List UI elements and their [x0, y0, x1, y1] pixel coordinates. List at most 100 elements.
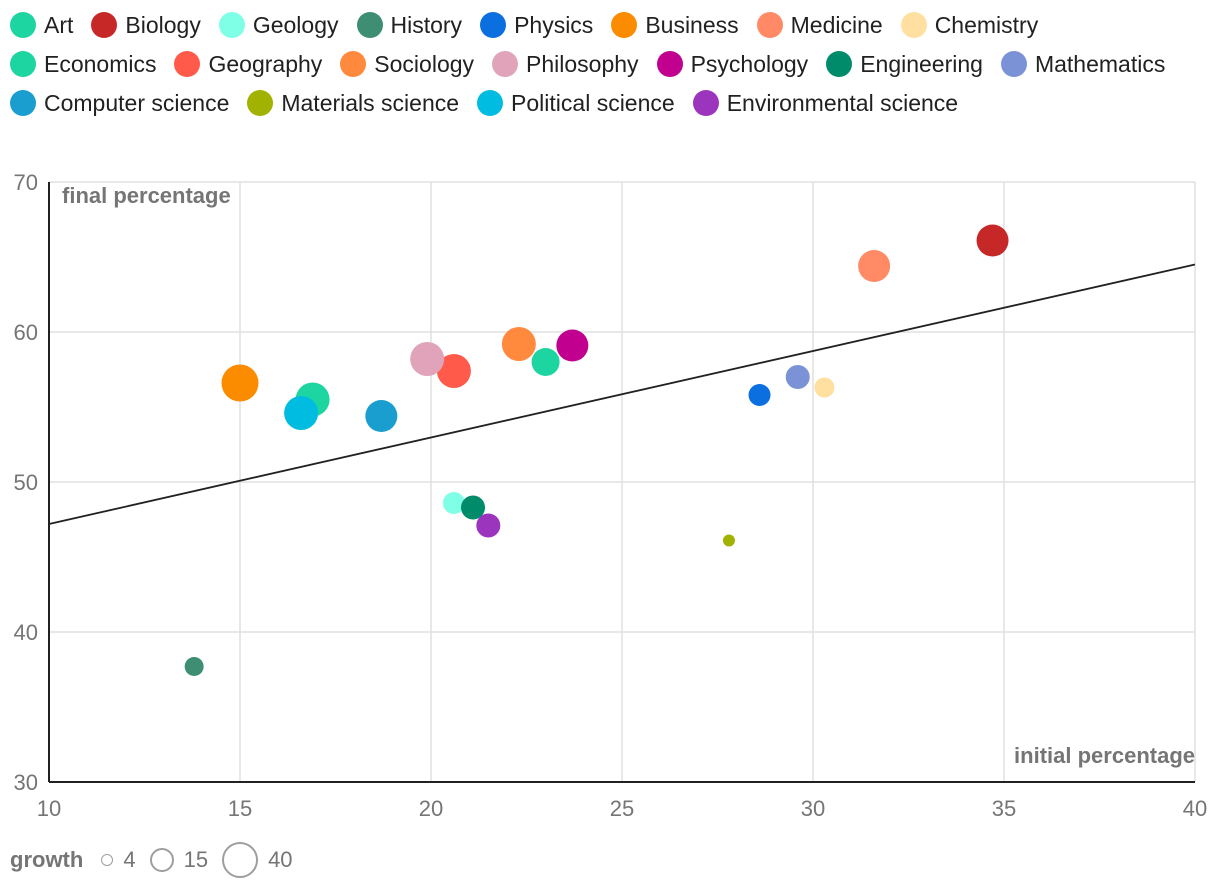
data-point-geography[interactable]: Geography — [436, 354, 471, 388]
data-point-materials-science[interactable]: Materials science — [722, 534, 735, 547]
x-tick-label: 20 — [419, 796, 443, 821]
legend-label: Philosophy — [526, 51, 639, 77]
data-point-computer-science[interactable]: Computer science — [365, 400, 398, 432]
legend-label: Medicine — [790, 12, 883, 38]
legend-item[interactable]: Sociology — [340, 47, 474, 81]
legend-swatch-icon — [611, 12, 638, 38]
data-point-economics[interactable]: Economics — [531, 348, 560, 376]
trend-line — [48, 263, 1196, 525]
legend-label: Economics — [44, 51, 157, 77]
legend-item[interactable]: Business — [611, 8, 739, 42]
size-legend-item-large: 40 — [222, 842, 293, 878]
legend-item[interactable]: Geology — [218, 8, 339, 42]
size-legend-ring-icon — [222, 842, 259, 878]
size-legend-label: 40 — [268, 847, 293, 872]
legend-item[interactable]: Engineering — [826, 47, 983, 81]
legend-swatch-icon — [480, 12, 507, 38]
data-point-biology[interactable]: Biology — [976, 224, 1009, 257]
data-point-medicine[interactable]: Medicine — [858, 250, 891, 282]
legend-item[interactable]: Biology — [91, 8, 201, 42]
size-legend-label: 4 — [123, 847, 136, 872]
legend-item[interactable]: Environmental science — [692, 86, 959, 120]
data-point-philosophy[interactable]: Philosophy — [410, 342, 445, 376]
legend-swatch-icon — [826, 51, 853, 77]
y-tick-label: 30 — [14, 770, 38, 795]
y-axis-label: final percentage — [62, 183, 231, 208]
y-tick-label: 40 — [14, 620, 38, 645]
legend-item[interactable]: Economics — [10, 47, 156, 81]
legend-label: Computer science — [44, 90, 230, 116]
legend-swatch-icon — [756, 12, 783, 38]
legend-item[interactable]: Art — [10, 8, 73, 42]
data-point-physics[interactable]: Physics — [748, 384, 771, 406]
trend-line-group — [48, 263, 1196, 525]
legend-item[interactable]: Computer science — [10, 86, 229, 120]
data-point-environmental-science[interactable]: Environmental science — [476, 513, 501, 538]
legend-label: Materials science — [281, 90, 460, 116]
legend-swatch-icon — [656, 51, 683, 77]
size-legend-ring-icon — [149, 848, 174, 872]
legend-swatch-icon — [10, 90, 36, 116]
legend-label: Sociology — [374, 51, 475, 77]
legend-item[interactable]: Geography — [174, 47, 322, 81]
legend-swatch-icon — [692, 90, 719, 116]
axes: 10 15 20 25 30 35 40 30 40 50 60 70 — [14, 170, 1208, 821]
legend-swatch-icon — [900, 12, 927, 38]
x-tick-label: 40 — [1183, 796, 1207, 821]
data-point-history[interactable]: History — [184, 657, 204, 676]
size-legend-label: 15 — [183, 847, 209, 872]
legend-label: Geology — [252, 12, 339, 38]
x-tick-label: 30 — [801, 796, 825, 821]
legend-label: Mathematics — [1034, 51, 1166, 77]
size-legend-title: growth — [10, 847, 84, 872]
size-legend-ring-icon — [101, 854, 114, 866]
data-point-psychology[interactable]: Psychology — [556, 329, 589, 362]
y-tick-label: 50 — [14, 470, 38, 495]
legend-label: Business — [645, 12, 739, 38]
size-legend-item-small: 4 — [101, 847, 136, 873]
legend-swatch-icon — [356, 12, 383, 38]
legend-label: Environmental science — [726, 90, 959, 116]
legend-swatch-icon — [174, 51, 201, 77]
legend-swatch-icon — [218, 12, 245, 38]
legend-swatch-icon — [492, 51, 519, 77]
legend-swatch-icon — [340, 51, 367, 77]
size-legend: growth 4 15 40 — [10, 840, 307, 880]
legend-swatch-icon — [91, 12, 118, 38]
data-point-sociology[interactable]: Sociology — [501, 327, 536, 361]
legend-item[interactable]: Psychology — [656, 47, 809, 81]
data-point-political-science[interactable]: Political science — [284, 396, 319, 430]
data-point-chemistry[interactable]: Chemistry — [814, 377, 835, 398]
x-tick-label: 25 — [610, 796, 634, 821]
data-point-mathematics[interactable]: Mathematics — [785, 365, 810, 389]
legend-item[interactable]: Materials science — [247, 86, 459, 120]
legend-label: Political science — [511, 90, 675, 116]
x-tick-label: 10 — [37, 796, 61, 821]
y-tick-label: 60 — [14, 320, 38, 345]
legend-item[interactable]: Chemistry — [900, 8, 1039, 42]
legend-swatch-icon — [1000, 51, 1027, 77]
data-point-engineering[interactable]: Engineering — [461, 495, 486, 520]
legend-label: Biology — [125, 12, 201, 38]
legend-item[interactable]: Philosophy — [492, 47, 639, 81]
data-point-business[interactable]: Business — [221, 364, 259, 402]
legend-item[interactable]: Political science — [477, 86, 675, 120]
data-points: ArtBiologyGeologyHistoryPhysicsBusinessM… — [184, 224, 1009, 676]
legend-item[interactable]: Physics — [480, 8, 593, 42]
legend-label: Art — [44, 12, 74, 38]
size-legend-item-medium: 15 — [149, 847, 209, 873]
legend-swatch-icon — [10, 12, 36, 38]
y-tick-label: 70 — [14, 170, 38, 195]
legend-item[interactable]: Mathematics — [1000, 47, 1166, 81]
legend-item[interactable]: Medicine — [756, 8, 883, 42]
chart-legend: Art Biology Geology History Physics Business M… — [10, 8, 1205, 125]
data-point-geology[interactable]: Geology — [442, 492, 465, 514]
legend-label: Psychology — [690, 51, 809, 77]
x-axis-label: initial percentage — [1014, 743, 1195, 768]
legend-item[interactable]: History — [356, 8, 463, 42]
legend-label: Chemistry — [934, 12, 1039, 38]
legend-label: History — [390, 12, 463, 38]
legend-swatch-icon — [477, 90, 504, 116]
legend-label: Engineering — [860, 51, 983, 77]
